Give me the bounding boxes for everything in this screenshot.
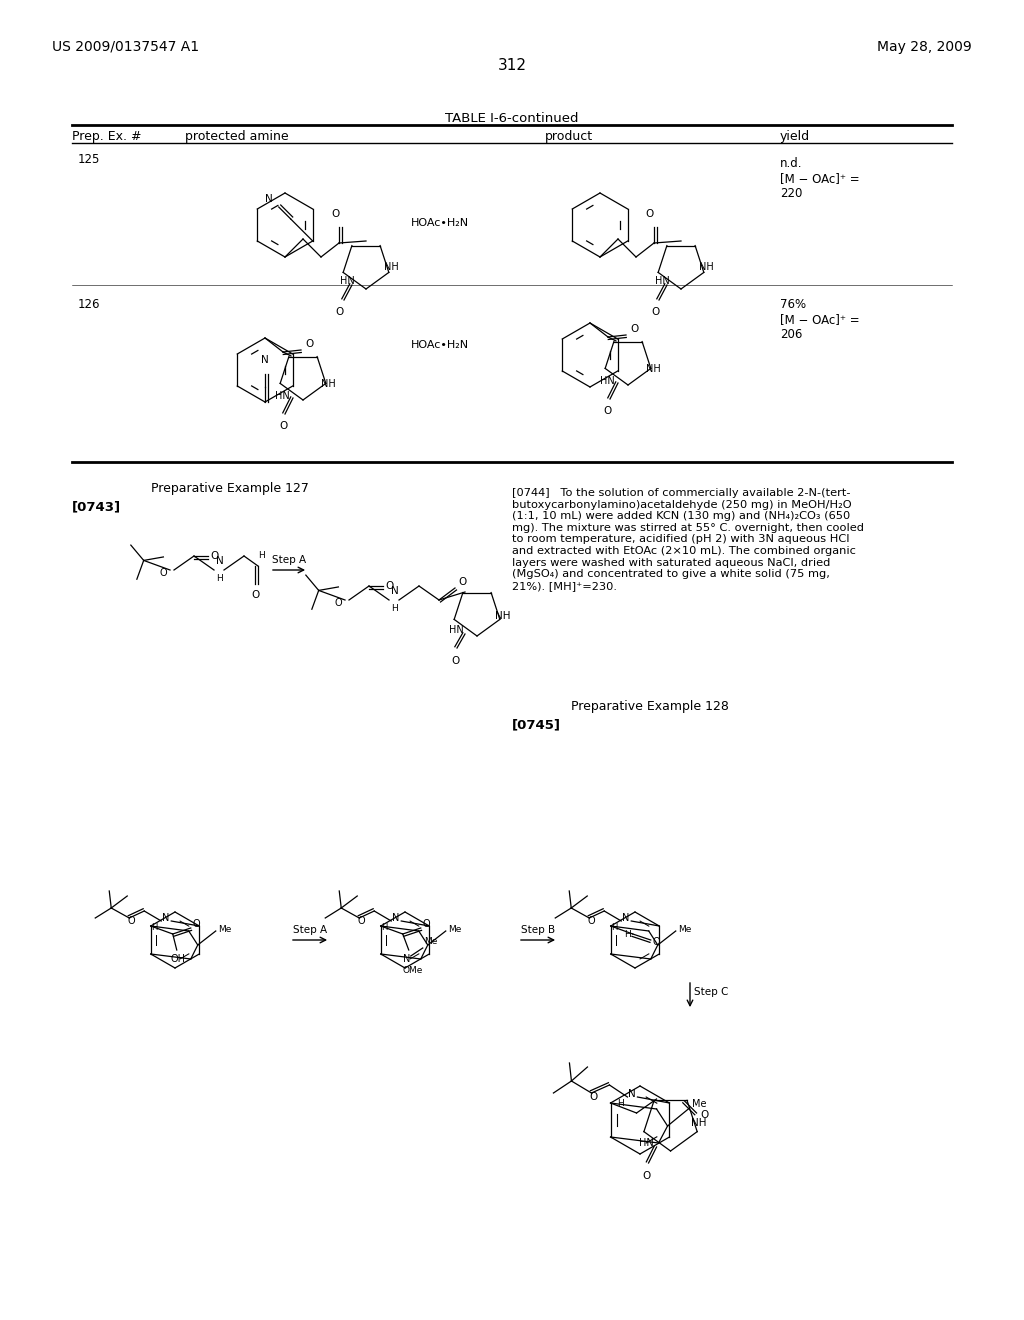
- Text: Me: Me: [424, 937, 437, 946]
- Text: H: H: [625, 931, 631, 939]
- Text: N: N: [622, 913, 630, 923]
- Text: O: O: [642, 1171, 650, 1181]
- Text: NH: NH: [690, 1118, 707, 1129]
- Text: Preparative Example 128: Preparative Example 128: [571, 700, 729, 713]
- Text: O: O: [700, 1110, 709, 1119]
- Text: [0745]: [0745]: [512, 718, 561, 731]
- Text: HN: HN: [449, 624, 464, 635]
- Text: N: N: [628, 1089, 636, 1100]
- Text: N: N: [392, 913, 399, 923]
- Text: Me: Me: [691, 1100, 707, 1109]
- Text: O: O: [160, 568, 167, 578]
- Text: O: O: [458, 577, 466, 587]
- Text: N: N: [216, 556, 224, 566]
- Text: Step A: Step A: [293, 925, 327, 935]
- Text: US 2009/0137547 A1: US 2009/0137547 A1: [52, 40, 199, 54]
- Text: [0744]   To the solution of commercially available 2-N-(tert-
butoxycarbonylamin: [0744] To the solution of commercially a…: [512, 488, 864, 591]
- Text: NH: NH: [384, 261, 398, 272]
- Text: O: O: [646, 209, 654, 219]
- Text: OMe: OMe: [402, 966, 423, 975]
- Text: Step B: Step B: [521, 925, 555, 935]
- Text: H: H: [258, 552, 265, 561]
- Text: NH: NH: [699, 261, 714, 272]
- Text: 312: 312: [498, 58, 526, 73]
- Text: O: O: [305, 339, 313, 348]
- Text: product: product: [545, 129, 593, 143]
- Text: N: N: [261, 355, 268, 366]
- Text: O: O: [451, 656, 459, 667]
- Text: O: O: [630, 323, 638, 334]
- Text: OH: OH: [171, 954, 185, 964]
- Text: O: O: [652, 937, 660, 946]
- Text: NH: NH: [646, 364, 660, 374]
- Text: HN: HN: [275, 391, 290, 401]
- Text: 125: 125: [78, 153, 100, 166]
- Text: O: O: [210, 550, 218, 561]
- Text: H: H: [616, 1100, 624, 1109]
- Text: O: O: [279, 421, 287, 432]
- Text: Step C: Step C: [694, 987, 728, 997]
- Text: Me: Me: [218, 924, 231, 933]
- Text: May 28, 2009: May 28, 2009: [878, 40, 972, 54]
- Text: O: O: [587, 916, 595, 927]
- Text: protected amine: protected amine: [185, 129, 289, 143]
- Text: N: N: [402, 954, 411, 964]
- Text: O: O: [423, 919, 430, 929]
- Text: HN: HN: [600, 376, 614, 385]
- Text: O: O: [127, 916, 135, 927]
- Text: Preparative Example 127: Preparative Example 127: [152, 482, 309, 495]
- Text: H: H: [151, 924, 158, 932]
- Text: [0743]: [0743]: [72, 500, 121, 513]
- Text: HOAc•H₂N: HOAc•H₂N: [411, 218, 469, 228]
- Text: N: N: [265, 194, 272, 205]
- Text: HN: HN: [655, 276, 670, 286]
- Text: O: O: [193, 919, 201, 929]
- Text: O: O: [331, 209, 339, 219]
- Text: Prep. Ex. #: Prep. Ex. #: [72, 129, 141, 143]
- Text: n.d.
[M − OAc]⁺ =
220: n.d. [M − OAc]⁺ = 220: [780, 157, 859, 201]
- Text: H: H: [381, 924, 387, 932]
- Text: yield: yield: [780, 129, 810, 143]
- Text: 76%
[M − OAc]⁺ =
206: 76% [M − OAc]⁺ = 206: [780, 298, 859, 341]
- Text: NH: NH: [495, 611, 511, 620]
- Text: TABLE I-6-continued: TABLE I-6-continued: [445, 112, 579, 125]
- Text: H: H: [216, 574, 223, 583]
- Text: HN: HN: [639, 1138, 653, 1148]
- Text: N: N: [162, 913, 169, 923]
- Text: O: O: [604, 407, 612, 416]
- Text: Me: Me: [447, 924, 461, 933]
- Text: H: H: [391, 605, 397, 612]
- Text: Step A: Step A: [272, 554, 306, 565]
- Text: NH: NH: [321, 379, 336, 389]
- Text: H: H: [611, 924, 617, 932]
- Text: O: O: [385, 581, 393, 591]
- Text: O: O: [357, 916, 365, 927]
- Text: HOAc•H₂N: HOAc•H₂N: [411, 341, 469, 350]
- Text: Me: Me: [678, 924, 691, 933]
- Text: O: O: [335, 598, 342, 609]
- Text: HN: HN: [340, 276, 354, 286]
- Text: 126: 126: [78, 298, 100, 312]
- Text: O: O: [336, 308, 344, 317]
- Text: O: O: [651, 308, 659, 317]
- Text: O: O: [251, 590, 259, 601]
- Text: N: N: [391, 586, 398, 597]
- Text: O: O: [590, 1092, 598, 1102]
